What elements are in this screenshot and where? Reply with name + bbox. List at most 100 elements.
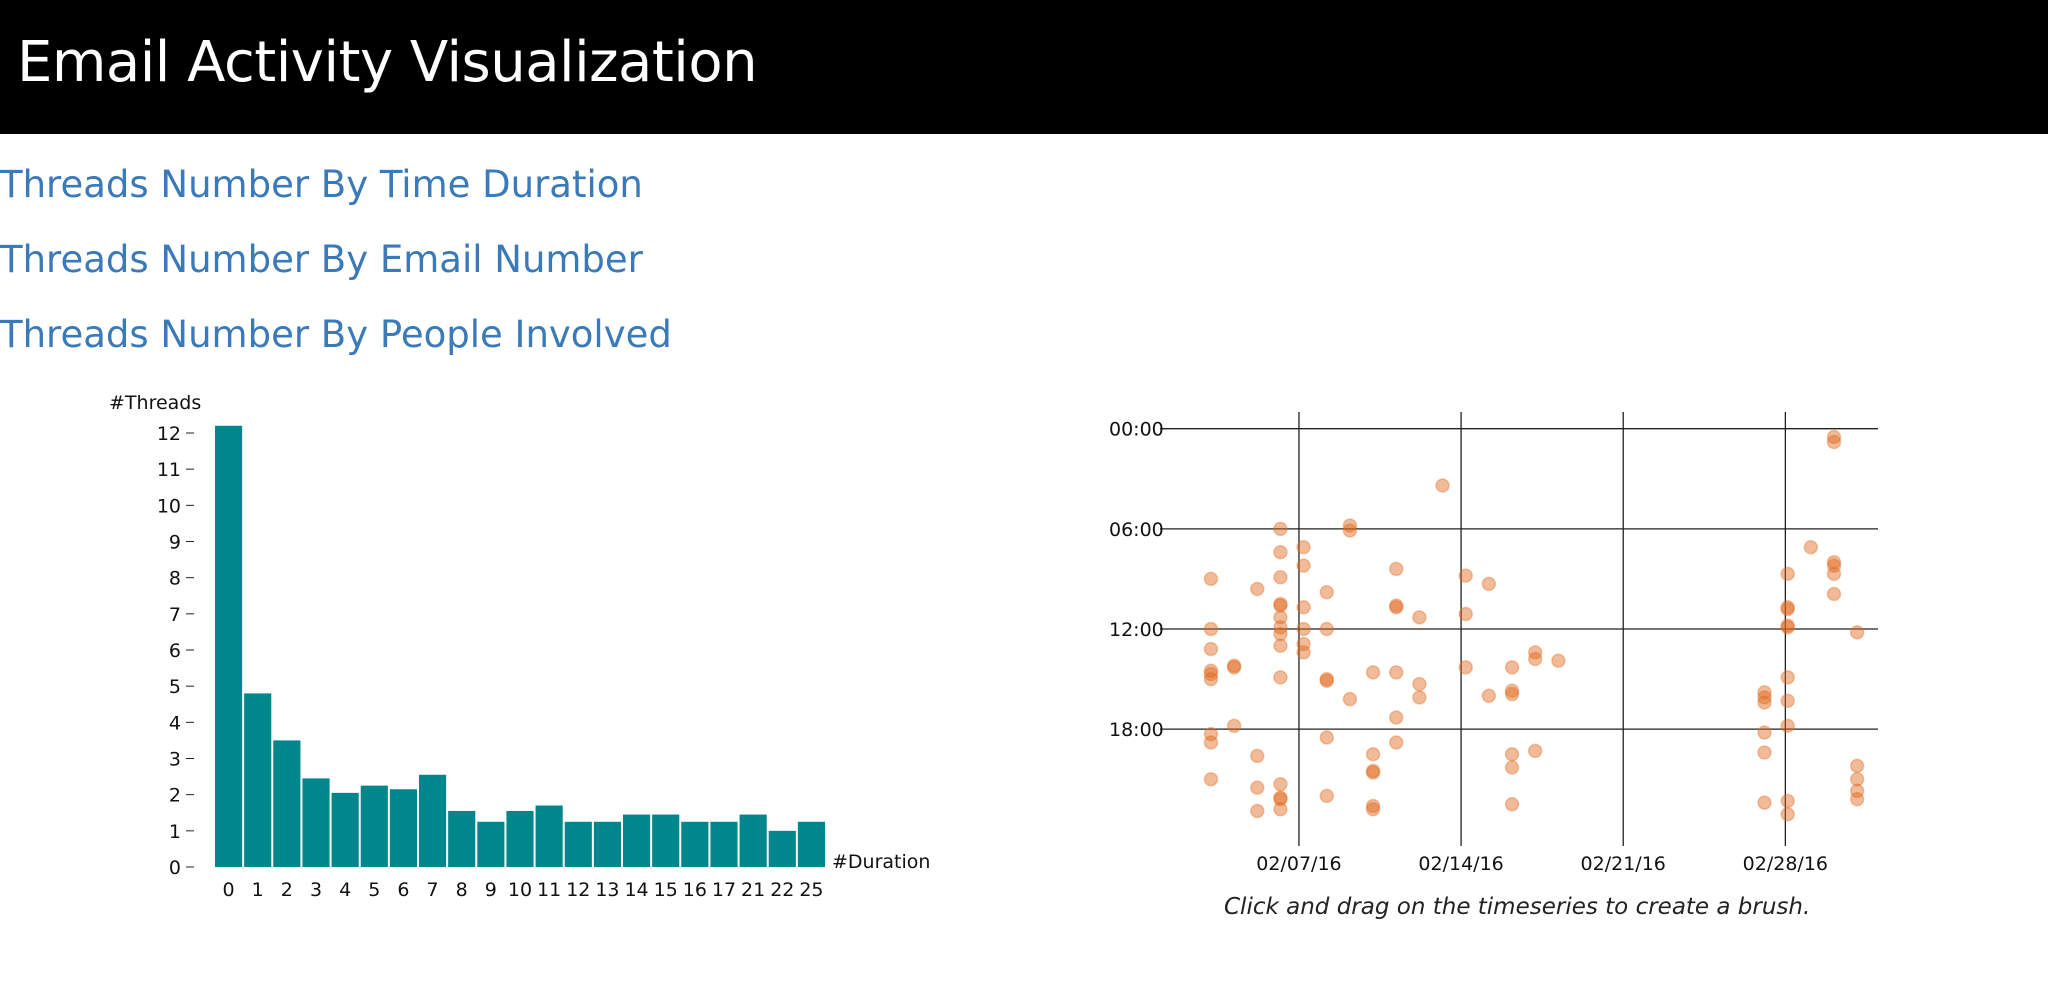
bar	[564, 821, 592, 867]
link-threads-by-people-involved[interactable]: Threads Number By People Involved	[0, 313, 672, 356]
email-dot	[1780, 618, 1795, 633]
email-dot	[1296, 621, 1311, 637]
y-tick-label: 06:00	[1109, 519, 1164, 541]
bar	[535, 805, 563, 867]
bar	[768, 830, 796, 867]
y-axis-label: #Threads	[109, 392, 201, 414]
y-tick-label: 00:00	[1109, 419, 1164, 441]
email-dot	[1757, 725, 1772, 740]
email-dot	[1296, 539, 1311, 555]
email-dot	[1273, 776, 1288, 792]
email-dot	[1273, 790, 1288, 805]
x-tick-label: 02/07/16	[1256, 853, 1341, 875]
email-dot	[1757, 685, 1772, 700]
email-dot	[1203, 666, 1219, 682]
y-tick-label: 8	[169, 568, 181, 590]
link-threads-by-email-number[interactable]: Threads Number By Email Number	[0, 238, 643, 281]
email-dot	[1849, 771, 1865, 787]
email-dot	[1780, 693, 1795, 709]
email-dot	[1365, 763, 1381, 779]
email-dot	[1412, 676, 1427, 692]
x-tick-label: 13	[595, 879, 619, 901]
x-tick-label: 7	[427, 879, 439, 901]
y-tick-label: 1	[169, 821, 181, 843]
email-dot	[1319, 673, 1335, 688]
email-dot	[1273, 638, 1288, 653]
email-dot	[1273, 620, 1288, 635]
email-dot	[1273, 521, 1288, 537]
email-dot	[1826, 566, 1842, 582]
email-dot	[1458, 606, 1473, 622]
y-tick-label: 3	[169, 749, 181, 771]
bar	[419, 774, 447, 867]
email-dot	[1296, 600, 1311, 615]
bar	[448, 810, 476, 867]
link-threads-by-time-duration[interactable]: Threads Number By Time Duration	[0, 163, 643, 206]
email-dot	[1226, 658, 1242, 673]
email-dot	[1757, 745, 1772, 760]
email-dot	[1504, 797, 1520, 812]
email-dot	[1203, 726, 1219, 742]
email-dot	[1226, 660, 1242, 675]
x-tick-label: 17	[712, 879, 736, 901]
y-tick-label: 18:00	[1109, 719, 1164, 741]
email-dot	[1803, 539, 1819, 555]
email-dot	[1273, 670, 1288, 685]
x-tick-label: 8	[456, 879, 468, 901]
email-dot	[1319, 621, 1335, 637]
x-tick-label: 1	[252, 879, 264, 901]
email-dot	[1527, 743, 1543, 759]
email-dot	[1273, 596, 1288, 612]
x-tick-label: 14	[624, 879, 648, 901]
email-dot	[1504, 746, 1520, 762]
y-tick-label: 12:00	[1109, 619, 1164, 641]
bar	[273, 740, 301, 867]
email-dot	[1319, 671, 1335, 687]
email-dot	[1780, 793, 1795, 809]
x-tick-label: 6	[397, 879, 409, 901]
email-dot	[1273, 610, 1288, 625]
brush-instruction: Click and drag on the timeseries to crea…	[1224, 894, 1811, 920]
x-tick-label: 16	[683, 879, 707, 901]
email-dot	[1826, 429, 1842, 445]
bar	[215, 425, 243, 867]
email-dot	[1250, 780, 1265, 795]
email-dot	[1203, 771, 1219, 787]
bar	[623, 814, 651, 867]
email-dot	[1504, 760, 1520, 775]
email-dot	[1412, 610, 1427, 625]
email-dot	[1849, 625, 1865, 640]
email-dot	[1826, 586, 1842, 602]
email-dot	[1388, 710, 1404, 725]
email-dot	[1296, 636, 1311, 652]
email-dot	[1273, 626, 1288, 642]
email-dot	[1203, 641, 1219, 657]
email-dot	[1527, 651, 1543, 667]
email-dot	[1365, 665, 1381, 680]
bar	[389, 789, 417, 867]
email-dot	[1780, 807, 1795, 822]
email-dot	[1365, 798, 1381, 814]
email-dot	[1388, 561, 1404, 577]
x-axis-label: #Duration	[832, 851, 930, 873]
email-dot	[1780, 600, 1795, 615]
email-dot	[1203, 621, 1219, 637]
email-dot	[1203, 571, 1219, 587]
x-tick-label: 02/14/16	[1418, 853, 1503, 875]
email-time-scatter-chart[interactable]: 00:00 06:00 12:00 18:00 02/07/16 02/14/16 02/2…	[1000, 380, 2000, 920]
email-dot	[1226, 718, 1242, 734]
email-dot	[1504, 660, 1520, 675]
email-dot	[1365, 765, 1381, 780]
x-tick-label: 5	[368, 879, 380, 901]
email-dot	[1342, 523, 1358, 538]
y-tick-label: 5	[169, 676, 181, 698]
email-dot	[1757, 695, 1772, 710]
email-dot	[1780, 601, 1795, 617]
y-tick-label: 11	[157, 459, 181, 481]
x-tick-label: 9	[485, 879, 497, 901]
email-dot	[1780, 670, 1795, 685]
email-dot	[1458, 568, 1473, 583]
email-dot	[1435, 478, 1450, 493]
x-tick-label: 10	[508, 879, 532, 901]
